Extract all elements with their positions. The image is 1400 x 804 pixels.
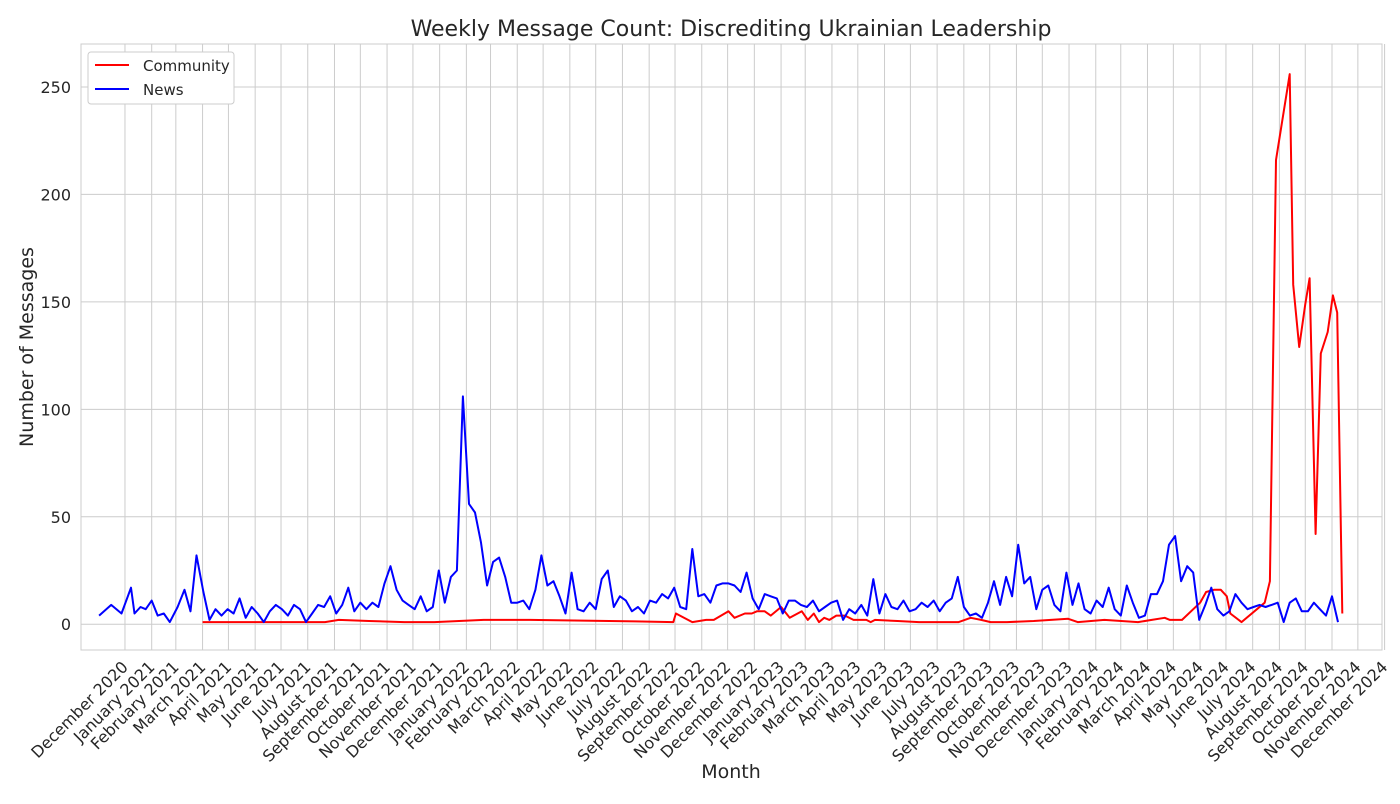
legend: Community News: [87, 51, 235, 105]
legend-community-label: Community: [143, 57, 230, 75]
plot-area: [80, 43, 1383, 651]
legend-news-label: News: [143, 81, 184, 99]
y-tick-label-200: 200: [40, 185, 71, 204]
y-tick-label-0: 0: [61, 615, 71, 634]
grid-lines: [81, 44, 1386, 650]
x-axis-label: Month: [701, 761, 761, 783]
y-tick-label-150: 150: [40, 293, 71, 312]
y-tick-label-100: 100: [40, 400, 71, 419]
y-tick-labels: 0 50 100 150 200 250: [40, 78, 71, 634]
series-line-community: [202, 73, 1344, 624]
chart-title: Weekly Message Count: Discrediting Ukrai…: [411, 17, 1052, 42]
y-tick-label-250: 250: [40, 78, 71, 97]
y-axis-label: Number of Messages: [16, 247, 38, 447]
y-tick-label-50: 50: [51, 508, 71, 527]
series-lines: [98, 73, 1344, 624]
series-line-news: [98, 395, 1339, 624]
